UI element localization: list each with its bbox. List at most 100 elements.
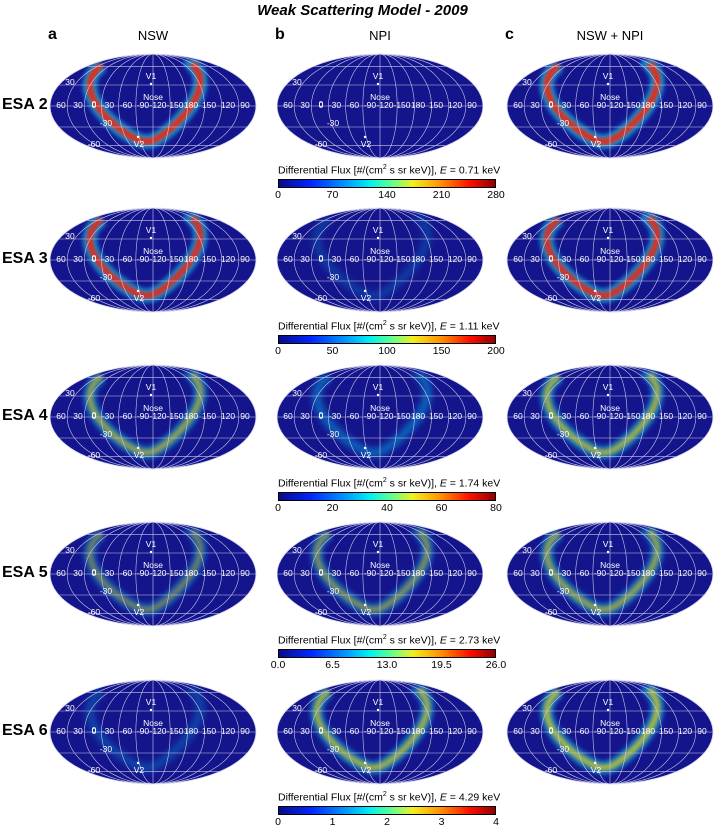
colorbar-tick-label: 210: [432, 188, 451, 201]
v2-label: V2: [361, 293, 372, 303]
lat-tick-label: 0: [92, 567, 97, 577]
longitude-line: [609, 522, 697, 626]
v1-marker: [376, 550, 380, 554]
longitude-line: [609, 522, 645, 626]
longitude-line: [152, 365, 188, 469]
lon-tick-label: -60: [577, 726, 590, 736]
lon-tick-label: 150: [659, 726, 673, 736]
longitude-line: [362, 365, 381, 469]
lon-tick-label: 150: [429, 411, 443, 421]
v1-label: V1: [373, 225, 384, 235]
lon-tick-label: -90: [137, 726, 150, 736]
lat-tick-label: 30: [522, 388, 532, 398]
lon-tick-label: 90: [697, 411, 707, 421]
v2-marker: [363, 761, 367, 765]
longitude-line: [152, 680, 188, 784]
lon-tick-label: -60: [577, 568, 590, 578]
lon-tick-label: 30: [530, 100, 540, 110]
longitude-line: [66, 54, 154, 158]
lon-tick-label: -60: [347, 254, 360, 264]
longitude-line: [152, 522, 240, 626]
longitude-line: [379, 522, 415, 626]
longitude-line: [609, 208, 662, 312]
longitude-line: [152, 365, 223, 469]
lon-tick-label: -90: [594, 726, 607, 736]
v1-label: V1: [146, 225, 157, 235]
lon-tick-label: -150: [166, 726, 183, 736]
nose-label: Nose: [370, 403, 390, 413]
v1-label: V1: [373, 697, 384, 707]
longitude-line: [152, 522, 188, 626]
colorbar-3: Differential Flux [#/(cm2 s sr keV)], E …: [271, 634, 507, 671]
lat-tick-label: -60: [315, 607, 328, 617]
longitude-line: [152, 365, 205, 469]
colorbar-tick-label: 3: [438, 815, 445, 828]
lon-tick-label: 180: [411, 254, 425, 264]
lon-tick-label: -90: [364, 568, 377, 578]
v2-marker: [136, 603, 140, 607]
longitude-line: [345, 54, 381, 158]
lon-tick-label: -60: [577, 254, 590, 264]
lat-tick-label: 60: [538, 524, 548, 534]
lat-tick-label: -30: [100, 272, 113, 282]
lon-tick-label: -90: [594, 411, 607, 421]
longitude-line: [152, 680, 223, 784]
lat-tick-label: -30: [327, 429, 340, 439]
v1-label: V1: [373, 539, 384, 549]
ribbon-core: [543, 688, 661, 771]
v2-marker: [593, 135, 597, 139]
lat-tick-label: -30: [327, 586, 340, 596]
v2-label: V2: [134, 139, 145, 149]
lon-tick-label: 180: [641, 100, 655, 110]
lat-tick-label: 30: [522, 231, 532, 241]
v1-marker: [149, 393, 153, 397]
longitude-line: [379, 365, 467, 469]
v1-label: V1: [603, 71, 614, 81]
lat-tick-label: -60: [88, 607, 101, 617]
lon-tick-label: 180: [641, 411, 655, 421]
lon-tick-label: -60: [577, 411, 590, 421]
longitude-line: [609, 680, 645, 784]
lon-tick-label: 180: [184, 100, 198, 110]
longitude-line: [135, 365, 154, 469]
sky-map-3-c: 60 30 0 -30 -60 60 30 0 -30 -60 -90 -120 -150 180 150 1…: [505, 520, 715, 628]
ribbon-core: [543, 373, 661, 456]
longitude-line: [152, 208, 188, 312]
lat-tick-label: 0: [549, 99, 554, 109]
lat-tick-label: 0: [549, 253, 554, 263]
v2-label: V2: [361, 765, 372, 775]
colorbar-label: Differential Flux [#/(cm2 s sr keV)], E …: [278, 477, 501, 490]
longitude-line: [540, 54, 611, 158]
lon-tick-label: 60: [283, 411, 293, 421]
longitude-line: [83, 208, 154, 312]
lat-tick-label: -60: [88, 293, 101, 303]
lon-tick-label: 180: [411, 568, 425, 578]
longitude-line: [152, 54, 205, 158]
lon-tick-label: -150: [623, 254, 640, 264]
longitude-line: [135, 208, 154, 312]
lat-tick-label: 60: [81, 524, 91, 534]
longitude-line: [523, 54, 611, 158]
lat-tick-label: -60: [88, 139, 101, 149]
longitude-line: [152, 522, 205, 626]
longitude-line: [609, 680, 680, 784]
lon-tick-label: 90: [697, 254, 707, 264]
longitude-line: [345, 680, 381, 784]
longitude-line: [118, 54, 154, 158]
sky-map-4-a: 60 30 0 -30 -60 60 30 0 -30 -60 -90 -120 -150 180 150 1…: [48, 678, 258, 786]
longitude-line: [609, 54, 645, 158]
longitude-line: [609, 365, 628, 469]
lon-tick-label: -120: [606, 411, 623, 421]
colorbar-gradient: [278, 334, 496, 344]
lat-tick-label: 60: [538, 210, 548, 220]
colorbar-label: Differential Flux [#/(cm2 s sr keV)], E …: [278, 791, 501, 804]
lat-tick-label: 60: [308, 524, 318, 534]
lat-tick-label: 30: [65, 77, 75, 87]
longitude-line: [152, 365, 240, 469]
sky-map-2-b: 60 30 0 -30 -60 60 30 0 -30 -60 -90 -120 -150 180 150 1…: [275, 363, 485, 471]
